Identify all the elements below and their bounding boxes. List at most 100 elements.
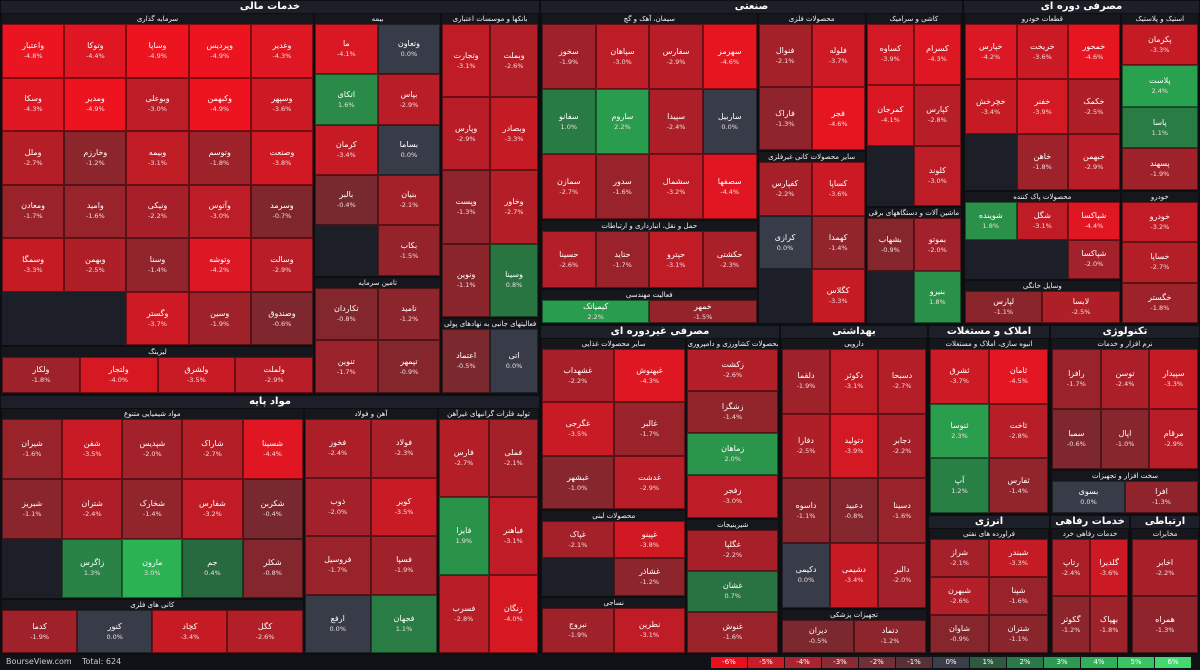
- tile: وگستر -3.7%: [126, 291, 189, 346]
- tile-change: -2.1%: [399, 201, 419, 210]
- tile: وغدیر -4.3%: [250, 24, 314, 78]
- group-title: آهن و فولاد: [304, 409, 438, 419]
- tile-symbol: ما: [342, 39, 350, 49]
- tile: داسوه -1.1%: [782, 478, 830, 544]
- tile-symbol: وخاور: [504, 196, 524, 206]
- tile-change: -2.7%: [203, 449, 222, 458]
- tile-symbol: سدور: [613, 176, 632, 186]
- tile-symbol: کپارس: [926, 105, 949, 115]
- group: فراورده های نفتی شبندر -3.3% شراز -2.1% شپنا -…: [929, 528, 1049, 654]
- group-title: فعالیت مهندسی: [542, 290, 757, 301]
- tile-symbol: اعتماد: [456, 350, 477, 360]
- tile: رتاپ -2.4%: [1052, 539, 1090, 596]
- tile-symbol: دفارا: [798, 436, 814, 446]
- group-title: ماشین آلات و دستگاههای برقی: [866, 208, 961, 219]
- tile: سدور -1.6%: [595, 154, 650, 220]
- tile: شبریز -1.1%: [2, 478, 63, 539]
- tile-symbol: فباهنر: [503, 526, 524, 535]
- tile: شپاکسا -2.0%: [1068, 240, 1120, 279]
- tile-change: -3.2%: [203, 509, 222, 518]
- tile-change: -4.3%: [272, 51, 292, 60]
- tile: افرا -1.3%: [1125, 481, 1198, 513]
- tile-change: -0.8%: [263, 569, 282, 578]
- tile-change: -4.0%: [109, 376, 129, 385]
- tile: وتوسم -1.8%: [188, 131, 251, 185]
- tile-change: -3.6%: [1032, 52, 1052, 61]
- tile-symbol: دشیمی: [842, 565, 866, 575]
- tile: شسینا -4.4%: [242, 419, 303, 479]
- tile: لپارس -1.1%: [965, 290, 1043, 323]
- tile-symbol: شراز: [950, 548, 969, 557]
- group-title: بیمه: [315, 14, 441, 24]
- tile: پلاست 2.4%: [1121, 65, 1198, 107]
- tile-symbol: غبهنوش: [636, 365, 663, 375]
- tile-change: 0.0%: [400, 50, 418, 59]
- sector: مصرفی غیردوره ای سایر محصولات غذایی غبهنوش…: [540, 325, 780, 655]
- tile-symbol: خمحور: [1082, 41, 1106, 51]
- group-title: محصولات فلزی: [758, 14, 865, 24]
- tile-symbol: خریخت: [1030, 41, 1055, 51]
- tile-change: -4.1%: [336, 50, 356, 59]
- tile-symbol: بهپاک: [1100, 614, 1118, 624]
- sector-title: مصرفی دوره ای: [1040, 1, 1123, 12]
- tile: خچرخش -3.4%: [965, 79, 1017, 135]
- tile-symbol: وکبهمن: [207, 94, 232, 104]
- tile-symbol: زکشت: [721, 360, 745, 370]
- tile-symbol: بکاب: [400, 240, 418, 250]
- tile-change: 0.0%: [329, 624, 346, 633]
- tile-symbol: رتاپ: [1062, 557, 1080, 567]
- tile-change: -2.6%: [950, 597, 969, 605]
- tile: غشهداب -2.2%: [542, 349, 614, 403]
- tile: سپیدا -2.4%: [649, 89, 703, 155]
- tile-symbol: زنگان: [503, 604, 523, 613]
- tile: وخارزم -1.2%: [64, 131, 127, 185]
- tile-symbol: شیران: [21, 438, 43, 448]
- tile-symbol: ذوب: [330, 496, 346, 506]
- tile-change: -2.2%: [568, 376, 588, 385]
- tile: حسینا -2.6%: [542, 231, 596, 289]
- tile-change: -4.9%: [210, 51, 230, 60]
- tile: سصفها -4.4%: [702, 154, 757, 220]
- tile: بهپاک -1.8%: [1090, 596, 1128, 653]
- tile-change: -1.9%: [210, 319, 230, 328]
- tile: کویر -3.5%: [370, 477, 438, 536]
- tile-change: -2.0%: [892, 576, 912, 585]
- tile: شاوان -0.9%: [930, 615, 989, 653]
- tile-symbol: غگلپا: [724, 540, 741, 550]
- tile-change: -2.0%: [1084, 260, 1104, 269]
- tile-symbol: فاراک: [775, 108, 795, 118]
- tile-symbol: وساپا: [148, 40, 167, 50]
- tile-change: -1.6%: [613, 187, 632, 196]
- tile-symbol: وامید: [86, 201, 104, 211]
- sector: صنعتی سیمان، آهک و گچ سهرمز -4.6% سفارس -2.9%…: [540, 0, 963, 325]
- tile-symbol: بالبر: [339, 190, 354, 200]
- legend-item: 1%: [970, 657, 1006, 668]
- tile-change: -2.6%: [559, 260, 579, 269]
- tile: دجابر -2.2%: [878, 413, 926, 479]
- tile-symbol: افرا: [1155, 487, 1168, 496]
- tile: وملل -2.7%: [2, 131, 65, 185]
- tile: تامید -1.2%: [377, 287, 441, 341]
- tile: غگلپا -2.2%: [687, 529, 778, 571]
- group-title: محصولات پاک کننده: [965, 191, 1120, 202]
- tile-symbol: غپاک: [569, 529, 586, 539]
- tile-symbol: کچاد: [182, 621, 198, 631]
- tile: وپارس -2.9%: [442, 97, 491, 171]
- tile: شوینده 1.8%: [965, 201, 1017, 241]
- tile-symbol: وملل: [24, 147, 42, 157]
- tile-change: 0.0%: [400, 150, 418, 159]
- tile-symbol: رافزا: [1068, 369, 1085, 378]
- tile-change: -1.9%: [568, 631, 588, 640]
- sector: تکنولوژی نرم افزار و خدمات سپیدار -3.3% توسن…: [1050, 325, 1200, 515]
- group: وسایل خانگی لابسا -2.5% لپارس -1.1%: [964, 279, 1121, 324]
- tile-symbol: وسالت: [270, 255, 294, 265]
- tile: فلوله -3.7%: [811, 24, 865, 88]
- tile-symbol: شبندر: [1008, 548, 1029, 557]
- tile-change: -3.4%: [981, 107, 1001, 116]
- tile-change: -2.2%: [723, 551, 743, 560]
- tile-change: -2.4%: [1115, 380, 1135, 388]
- tile-change: -0.5%: [456, 361, 476, 370]
- group: محصولات کشاورزی و دامپروری زکشت -2.6% زشگزا…: [686, 338, 779, 519]
- tile-symbol: غگرجی: [565, 419, 591, 429]
